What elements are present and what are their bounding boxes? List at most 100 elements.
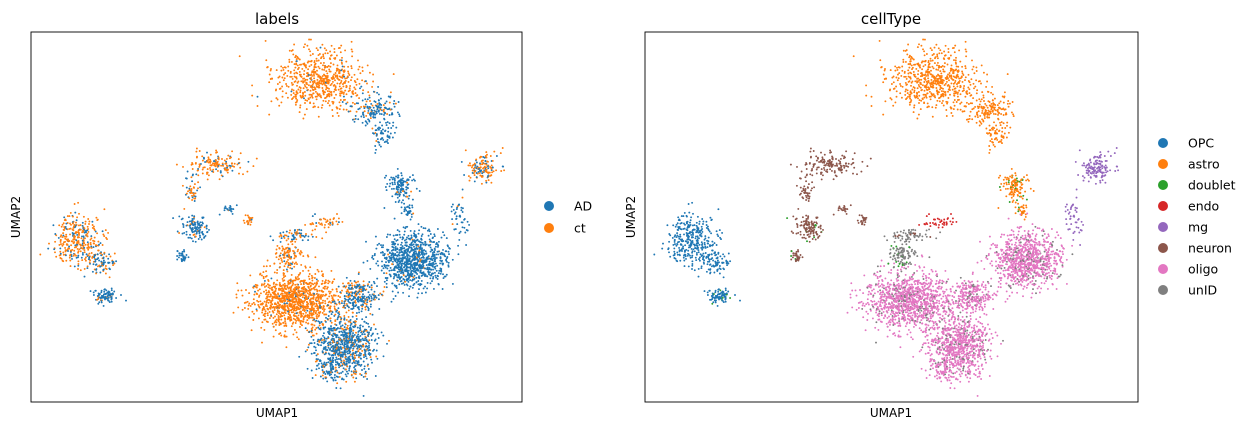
scatter-point bbox=[227, 154, 230, 157]
scatter-point bbox=[396, 234, 399, 236]
scatter-point bbox=[333, 294, 335, 297]
scatter-point bbox=[242, 173, 244, 176]
scatter-point bbox=[279, 283, 282, 286]
scatter-point bbox=[332, 341, 335, 344]
scatter-point bbox=[70, 255, 73, 258]
scatter-point bbox=[340, 80, 343, 82]
scatter-point bbox=[408, 246, 411, 249]
scatter-point bbox=[269, 235, 272, 238]
scatter-point bbox=[337, 346, 340, 349]
scatter-point bbox=[69, 259, 72, 262]
scatter-point bbox=[268, 73, 271, 76]
scatter-point bbox=[190, 228, 193, 230]
scatter-point bbox=[276, 269, 279, 271]
scatter-point bbox=[418, 190, 421, 192]
scatter-point bbox=[326, 75, 329, 77]
scatter-point bbox=[47, 247, 50, 250]
scatter-point bbox=[197, 238, 200, 240]
scatter-point bbox=[313, 352, 315, 355]
scatter-point bbox=[275, 256, 278, 259]
scatter-point bbox=[283, 296, 286, 299]
scatter-point bbox=[403, 208, 406, 211]
scatter-point bbox=[212, 160, 215, 163]
scatter-point bbox=[338, 85, 341, 88]
scatter-point bbox=[393, 238, 396, 241]
scatter-point bbox=[471, 171, 474, 174]
scatter-point bbox=[343, 362, 346, 365]
scatter-point bbox=[382, 110, 385, 113]
scatter-point bbox=[347, 315, 350, 318]
scatter-point bbox=[185, 254, 188, 256]
scatter-point bbox=[398, 115, 401, 118]
scatter-point bbox=[458, 232, 461, 235]
scatter-point bbox=[437, 253, 440, 256]
scatter-point bbox=[369, 329, 372, 332]
scatter-point bbox=[341, 324, 344, 327]
scatter-point bbox=[295, 261, 297, 264]
scatter-point bbox=[297, 274, 300, 276]
scatter-point bbox=[74, 232, 77, 235]
scatter-point bbox=[354, 323, 357, 326]
scatter-point bbox=[241, 294, 244, 297]
scatter-point bbox=[348, 334, 351, 337]
scatter-point bbox=[303, 91, 306, 93]
scatter-point bbox=[185, 186, 188, 189]
scatter-point bbox=[420, 264, 423, 267]
scatter-point bbox=[407, 237, 410, 240]
scatter-point bbox=[229, 165, 232, 167]
scatter-point bbox=[281, 76, 284, 79]
scatter-point bbox=[283, 302, 286, 305]
scatter-point bbox=[77, 268, 79, 270]
scatter-point bbox=[322, 327, 325, 330]
scatter-point bbox=[315, 278, 318, 281]
scatter-point bbox=[189, 233, 191, 236]
scatter-point bbox=[58, 224, 61, 227]
scatter-point bbox=[256, 105, 259, 107]
scatter-point bbox=[433, 253, 436, 256]
scatter-point bbox=[338, 101, 341, 104]
scatter-point bbox=[465, 244, 468, 246]
scatter-point bbox=[457, 244, 460, 247]
scatter-point bbox=[293, 265, 296, 268]
scatter-point bbox=[447, 264, 450, 267]
scatter-point bbox=[257, 289, 260, 292]
scatter-point bbox=[365, 316, 368, 319]
scatter-point bbox=[365, 121, 368, 124]
scatter-point bbox=[364, 124, 367, 127]
scatter-point bbox=[353, 354, 356, 357]
scatter-point bbox=[403, 249, 406, 252]
scatter-point bbox=[433, 235, 436, 238]
scatter-point bbox=[284, 320, 287, 323]
scatter-point bbox=[404, 270, 407, 273]
scatter-point bbox=[395, 287, 398, 289]
scatter-point bbox=[314, 273, 317, 275]
scatter-point bbox=[452, 208, 455, 211]
scatter-point bbox=[220, 164, 223, 167]
scatter-point bbox=[354, 92, 357, 95]
scatter-point bbox=[273, 271, 276, 274]
scatter-point bbox=[247, 304, 250, 307]
scatter-point bbox=[326, 93, 329, 96]
scatter-point bbox=[386, 267, 389, 270]
scatter-point bbox=[301, 309, 304, 312]
scatter-point bbox=[337, 298, 340, 301]
scatter-point bbox=[285, 234, 288, 237]
scatter-point bbox=[312, 338, 315, 341]
scatter-point bbox=[371, 361, 373, 364]
scatter-point bbox=[427, 257, 430, 260]
scatter-point bbox=[314, 213, 316, 216]
scatter-point bbox=[316, 268, 319, 271]
scatter-point bbox=[368, 349, 371, 351]
scatter-point bbox=[233, 162, 236, 165]
scatter-point bbox=[182, 224, 185, 226]
scatter-point bbox=[309, 312, 311, 315]
scatter-point bbox=[61, 244, 64, 247]
scatter-point bbox=[503, 169, 506, 172]
scatter-point bbox=[191, 228, 194, 231]
scatter-point bbox=[443, 254, 446, 257]
scatter-point bbox=[329, 348, 332, 350]
scatter-point bbox=[218, 178, 221, 181]
scatter-point bbox=[283, 66, 286, 69]
scatter-point bbox=[65, 222, 68, 225]
scatter-point bbox=[401, 182, 404, 185]
